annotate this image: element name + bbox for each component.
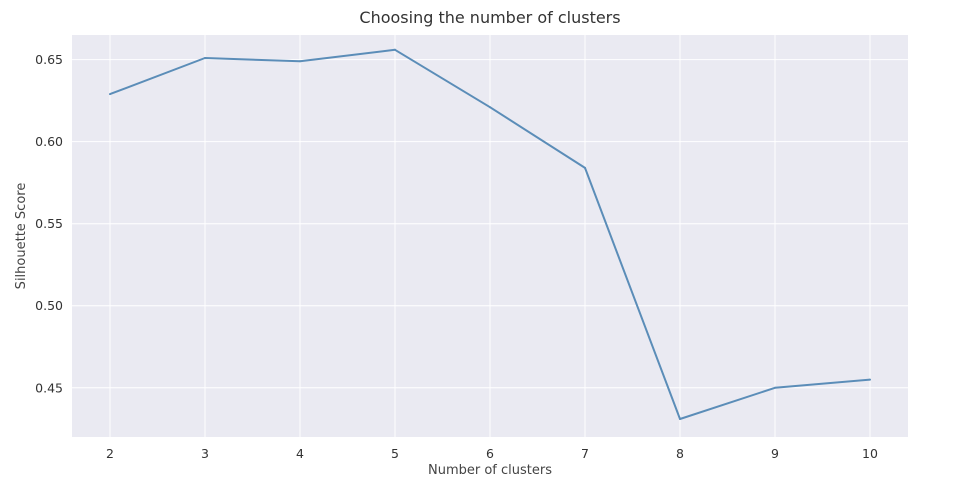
- y-axis-label: Silhouette Score: [14, 183, 29, 290]
- x-tick-label: 5: [391, 446, 399, 461]
- series-group: [109, 48, 871, 420]
- grid-lines: [72, 35, 908, 437]
- y-axis-ticks: 0.45 0.50 0.55 0.60 0.65: [35, 52, 63, 395]
- x-tick-label: 8: [676, 446, 684, 461]
- y-tick-label: 0.65: [35, 52, 63, 67]
- chart-title: Choosing the number of clusters: [359, 8, 620, 27]
- data-point: [869, 378, 871, 381]
- data-point: [489, 106, 491, 109]
- x-tick-label: 9: [771, 446, 779, 461]
- data-point: [204, 56, 206, 59]
- x-tick-label: 7: [581, 446, 589, 461]
- x-axis-ticks: 2 3 4 5 6 7 8 9 10: [106, 446, 878, 461]
- data-point: [109, 93, 111, 96]
- x-tick-label: 4: [296, 446, 304, 461]
- x-tick-label: 3: [201, 446, 209, 461]
- data-point: [299, 60, 301, 63]
- data-point: [584, 166, 586, 169]
- y-tick-label: 0.45: [35, 380, 63, 395]
- y-tick-label: 0.55: [35, 216, 63, 231]
- x-tick-label: 6: [486, 446, 494, 461]
- x-tick-label: 2: [106, 446, 114, 461]
- y-tick-label: 0.50: [35, 298, 63, 313]
- data-point: [774, 386, 776, 389]
- data-point: [679, 417, 681, 420]
- x-tick-label: 10: [862, 446, 878, 461]
- data-point: [394, 48, 396, 51]
- x-axis-label: Number of clusters: [428, 463, 552, 478]
- y-tick-label: 0.60: [35, 134, 63, 149]
